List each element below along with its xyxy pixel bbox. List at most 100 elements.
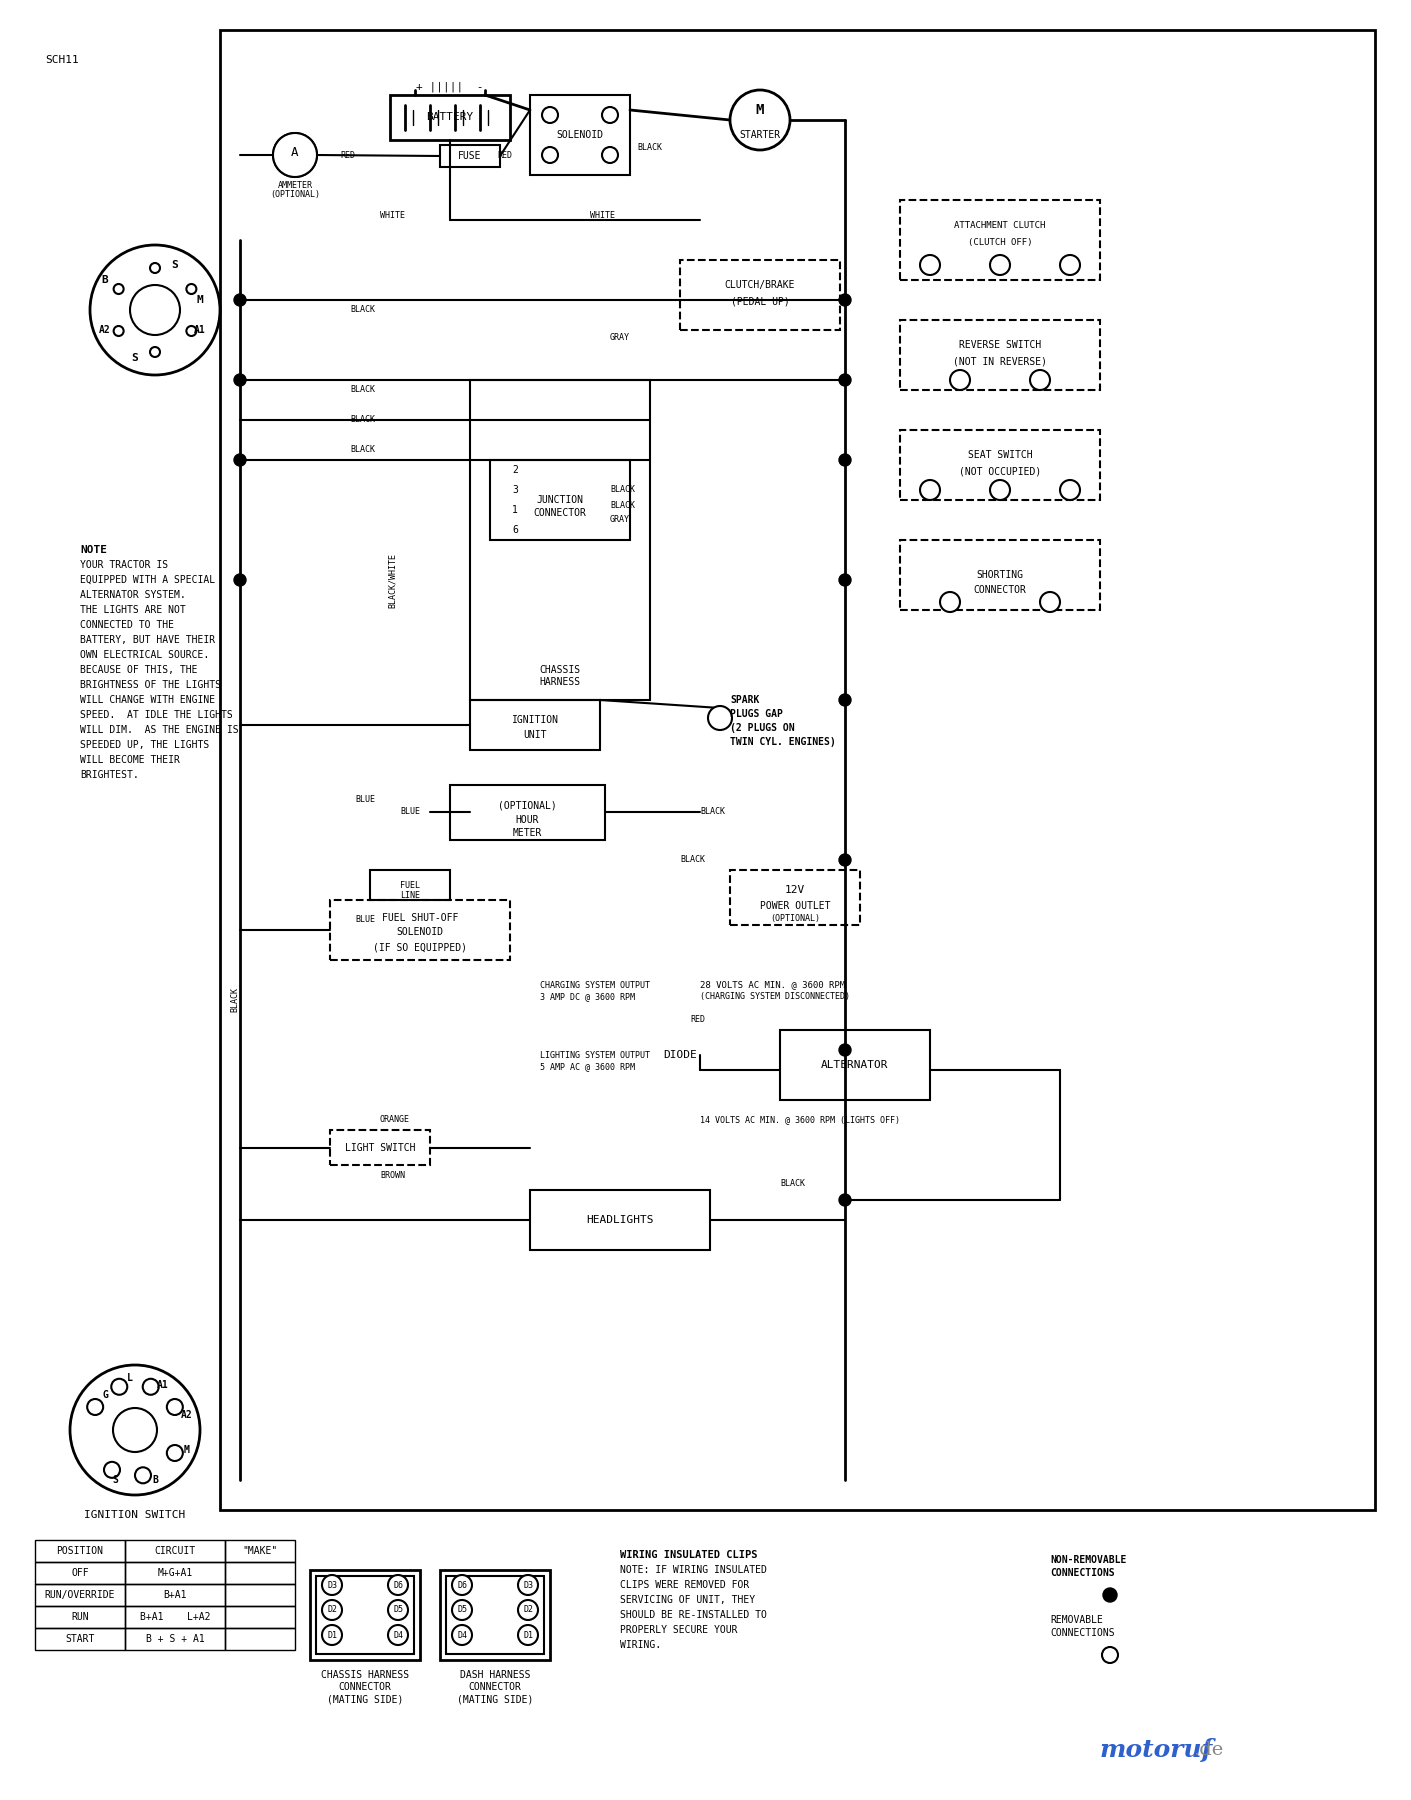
Text: A: A (291, 146, 299, 160)
Circle shape (166, 1445, 183, 1462)
Circle shape (186, 284, 196, 293)
Text: STARTER: STARTER (739, 130, 780, 140)
Text: M: M (196, 295, 203, 304)
Text: B: B (102, 275, 109, 284)
Text: D3: D3 (327, 1580, 337, 1589)
Text: SCH11: SCH11 (45, 56, 79, 65)
Text: ATTACHMENT CLUTCH: ATTACHMENT CLUTCH (954, 221, 1046, 229)
Text: EQUIPPED WITH A SPECIAL: EQUIPPED WITH A SPECIAL (80, 574, 214, 585)
Bar (224, 1606, 295, 1627)
Circle shape (840, 454, 851, 466)
Bar (126, 1541, 224, 1562)
Circle shape (950, 371, 969, 391)
Bar (370, 869, 450, 900)
Text: B: B (152, 1474, 158, 1485)
Circle shape (920, 256, 940, 275)
Text: JUNCTION: JUNCTION (536, 495, 584, 506)
Text: NOTE: IF WIRING INSULATED: NOTE: IF WIRING INSULATED (619, 1564, 766, 1575)
Bar (35, 1541, 126, 1562)
Text: RED: RED (340, 151, 356, 160)
Bar (35, 1562, 126, 1584)
Circle shape (388, 1625, 408, 1645)
Circle shape (840, 293, 851, 306)
Text: DIODE: DIODE (663, 1049, 697, 1060)
Text: 3 AMP DC @ 3600 RPM: 3 AMP DC @ 3600 RPM (540, 992, 635, 1001)
Text: BLACK: BLACK (610, 500, 635, 509)
Text: BLUE: BLUE (356, 916, 375, 925)
Text: REMOVABLE: REMOVABLE (1050, 1615, 1103, 1625)
Bar (126, 1562, 224, 1584)
Text: BLACK: BLACK (350, 416, 375, 425)
Circle shape (840, 1193, 851, 1206)
Text: CONNECTIONS: CONNECTIONS (1050, 1568, 1115, 1579)
Circle shape (1040, 592, 1060, 612)
Bar (310, 1570, 420, 1660)
Text: YOUR TRACTOR IS: YOUR TRACTOR IS (80, 560, 168, 571)
Text: (MATING SIDE): (MATING SIDE) (327, 1694, 404, 1705)
Text: motoruf: motoruf (1101, 1739, 1213, 1762)
Bar (330, 900, 509, 959)
Bar (729, 869, 859, 925)
Text: THE LIGHTS ARE NOT: THE LIGHTS ARE NOT (80, 605, 186, 616)
Text: SOLENOID: SOLENOID (396, 927, 443, 938)
Circle shape (388, 1600, 408, 1620)
Text: M: M (183, 1445, 190, 1454)
Text: 12V: 12V (785, 886, 806, 895)
Text: BROWN: BROWN (380, 1170, 405, 1179)
Text: BLACK: BLACK (700, 808, 725, 817)
Text: LINE: LINE (399, 891, 420, 900)
Text: 6: 6 (512, 526, 518, 535)
Text: HARNESS: HARNESS (539, 677, 580, 688)
Text: DASH HARNESS: DASH HARNESS (460, 1670, 531, 1679)
Text: 5 AMP AC @ 3600 RPM: 5 AMP AC @ 3600 RPM (540, 1062, 635, 1071)
Text: D1: D1 (523, 1631, 533, 1640)
Text: (MATING SIDE): (MATING SIDE) (457, 1694, 533, 1705)
Circle shape (940, 592, 959, 612)
Text: S: S (131, 353, 138, 364)
Circle shape (452, 1625, 473, 1645)
Text: GRAY: GRAY (610, 515, 629, 524)
Circle shape (602, 148, 618, 164)
Bar (126, 1606, 224, 1627)
Text: (OPTIONAL): (OPTIONAL) (770, 914, 820, 923)
Text: TWIN CYL. ENGINES): TWIN CYL. ENGINES) (729, 736, 835, 747)
Text: BLACK: BLACK (230, 988, 240, 1012)
Circle shape (602, 106, 618, 122)
Bar (470, 700, 600, 751)
Circle shape (104, 1462, 120, 1478)
Text: D1: D1 (327, 1631, 337, 1640)
Text: METER: METER (512, 828, 542, 839)
Circle shape (542, 106, 557, 122)
Text: WHITE: WHITE (380, 211, 405, 220)
Text: OFF: OFF (71, 1568, 89, 1579)
Circle shape (1060, 481, 1079, 500)
Bar (35, 1584, 126, 1606)
Text: AMMETER: AMMETER (278, 180, 312, 189)
Text: WHITE: WHITE (590, 211, 615, 220)
Text: D6: D6 (394, 1580, 404, 1589)
Bar (900, 430, 1101, 500)
Text: WILL CHANGE WITH ENGINE: WILL CHANGE WITH ENGINE (80, 695, 214, 706)
Text: SPARK: SPARK (729, 695, 759, 706)
Text: D4: D4 (457, 1631, 467, 1640)
Text: CIRCUIT: CIRCUIT (154, 1546, 196, 1555)
Circle shape (234, 454, 246, 466)
Text: SHORTING: SHORTING (976, 571, 1023, 580)
Circle shape (150, 347, 159, 356)
Text: BLUE: BLUE (356, 796, 375, 805)
Bar (900, 320, 1101, 391)
Bar (531, 1190, 710, 1249)
Text: NOTE: NOTE (80, 545, 107, 554)
Circle shape (1103, 1588, 1118, 1602)
Text: CLIPS WERE REMOVED FOR: CLIPS WERE REMOVED FOR (619, 1580, 749, 1589)
Text: 14 VOLTS AC MIN. @ 3600 RPM (LIGHTS OFF): 14 VOLTS AC MIN. @ 3600 RPM (LIGHTS OFF) (700, 1116, 900, 1125)
Text: SPEED.  AT IDLE THE LIGHTS: SPEED. AT IDLE THE LIGHTS (80, 709, 233, 720)
Text: (IF SO EQUIPPED): (IF SO EQUIPPED) (373, 943, 467, 952)
Circle shape (114, 326, 124, 337)
Circle shape (1060, 256, 1079, 275)
Text: M+G+A1: M+G+A1 (158, 1568, 193, 1579)
Text: CHARGING SYSTEM OUTPUT: CHARGING SYSTEM OUTPUT (540, 981, 650, 990)
Bar (531, 95, 629, 175)
Circle shape (186, 326, 196, 337)
Text: G: G (102, 1390, 107, 1400)
